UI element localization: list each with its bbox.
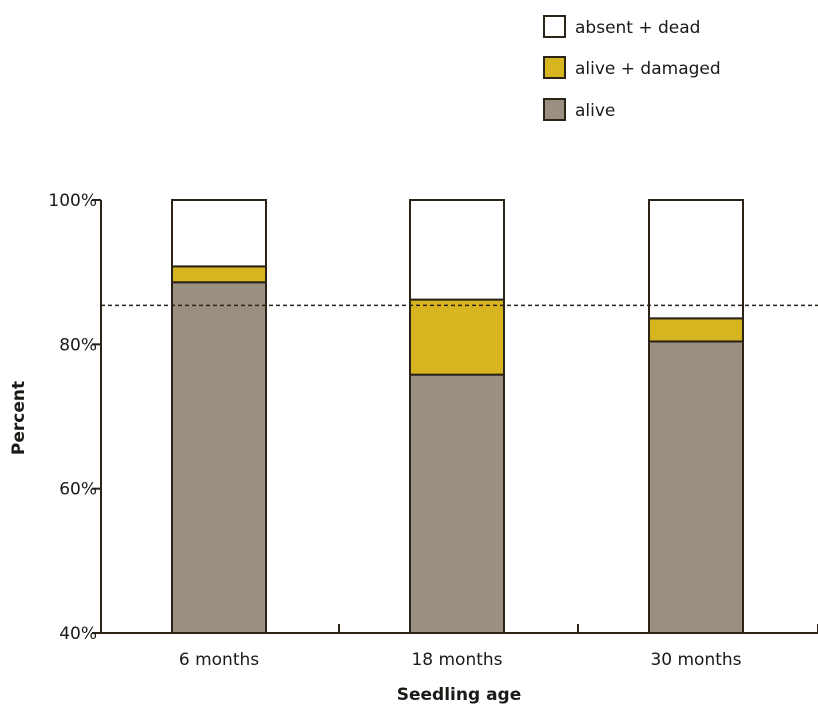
y-axis-title: Percent (9, 381, 29, 455)
legend-label-alive-damaged: alive + damaged (575, 59, 721, 79)
legend-swatch-alive (543, 98, 566, 121)
x-axis-title: Seedling age (397, 685, 522, 705)
bar-segment-alive-18-months (409, 373, 505, 634)
y-tick-label: 80% (59, 335, 97, 355)
x-tick-label: 18 months (411, 650, 502, 670)
bar-segment-alive-damaged-18-months (409, 298, 505, 376)
legend-swatch-absent-dead (543, 15, 566, 38)
x-tick-label: 30 months (650, 650, 741, 670)
bar-segment-alive-damaged-30-months (648, 317, 744, 343)
y-tick-label: 60% (59, 480, 97, 500)
bar-segment-alive-damaged-6-months (171, 265, 267, 284)
bar-segment-absent-dead-30-months (648, 199, 744, 320)
legend: absent + dead alive + damaged alive (543, 15, 721, 121)
y-tick-label: 100% (48, 191, 97, 211)
y-tick-label: 40% (59, 624, 97, 644)
bar-segment-alive-6-months (171, 281, 267, 634)
bar-segment-alive-30-months (648, 340, 744, 634)
bar-segment-absent-dead-6-months (171, 199, 267, 268)
legend-label-absent-dead: absent + dead (575, 18, 700, 38)
legend-label-alive: alive (575, 101, 615, 121)
bar-segment-absent-dead-18-months (409, 199, 505, 301)
legend-swatch-alive-damaged (543, 56, 566, 79)
axes: 40% 60% 80% 100% 6 months 18 months 30 months (48, 191, 818, 670)
x-tick-label: 6 months (179, 650, 259, 670)
bars (171, 199, 744, 634)
